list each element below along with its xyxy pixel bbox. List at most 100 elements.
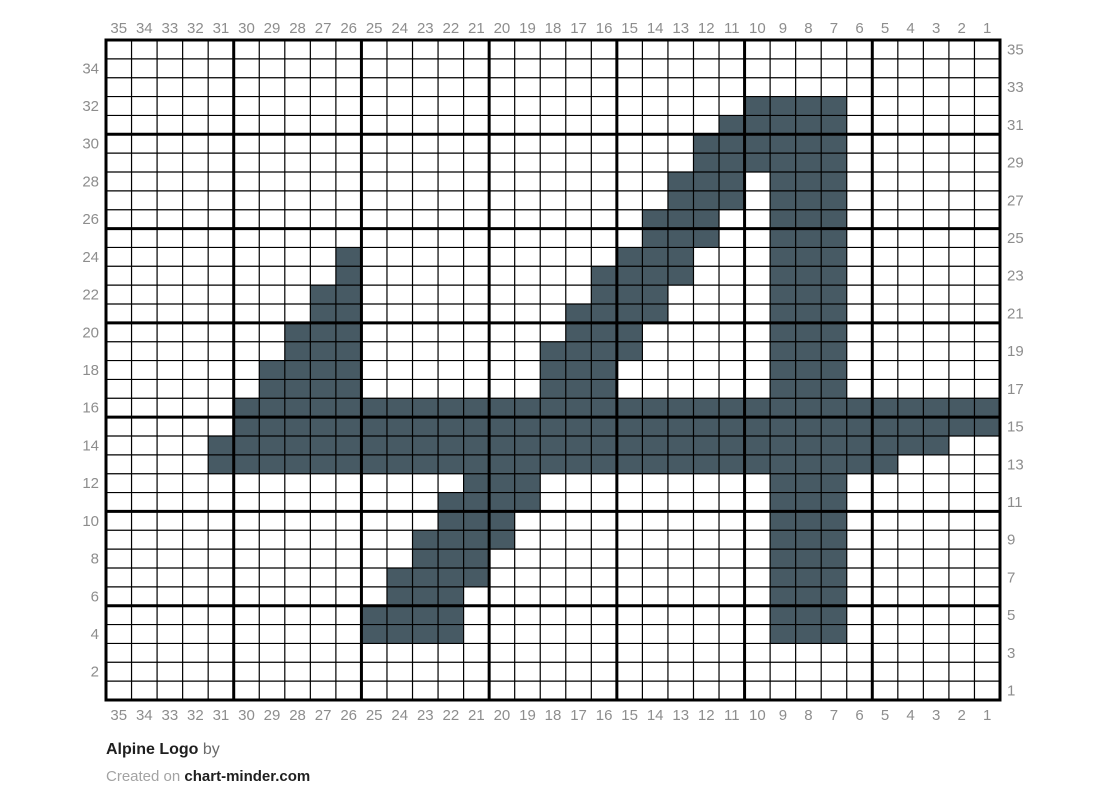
filled-cell-run[interactable] — [438, 511, 515, 531]
col-label-top: 13 — [672, 20, 689, 37]
filled-cell-run[interactable] — [667, 172, 745, 191]
col-label-top: 12 — [698, 20, 715, 37]
filled-cell-run[interactable] — [770, 285, 847, 304]
filled-cell-run[interactable] — [770, 304, 847, 323]
row-label-left: 4 — [91, 626, 99, 643]
col-label-bottom: 32 — [187, 707, 204, 724]
site-name: chart-minder.com — [184, 768, 311, 786]
row-label-right: 17 — [1007, 381, 1024, 398]
filled-cell-run[interactable] — [463, 473, 541, 493]
filled-cell-run[interactable] — [616, 247, 694, 267]
filled-cell-run[interactable] — [412, 549, 490, 568]
filled-cell-run[interactable] — [770, 605, 847, 625]
filled-cell-run[interactable] — [540, 379, 617, 399]
row-label-left: 18 — [82, 362, 99, 379]
row-label-right: 25 — [1007, 230, 1024, 247]
row-label-left: 22 — [82, 287, 99, 304]
row-label-left: 26 — [82, 211, 99, 228]
filled-cell-run[interactable] — [770, 322, 847, 342]
col-label-top: 29 — [264, 20, 281, 37]
col-label-bottom: 26 — [340, 707, 357, 724]
col-label-top: 8 — [804, 20, 812, 37]
row-label-right: 23 — [1007, 268, 1024, 285]
col-label-bottom: 30 — [238, 707, 255, 724]
created-on-line: Created on chart-minder.com — [106, 768, 310, 786]
filled-cell-run[interactable] — [770, 266, 847, 286]
stitch-chart-area: 35 35 34 34 33 33 32 32 31 31 30 30 29 29 28 28 27 27 26 26… — [0, 0, 1109, 737]
filled-cell-run[interactable] — [770, 568, 847, 587]
col-label-bottom: 14 — [647, 707, 664, 724]
filled-cell-run[interactable] — [719, 115, 847, 135]
col-label-bottom: 4 — [906, 707, 914, 724]
filled-cell-run[interactable] — [667, 190, 745, 210]
col-label-top: 11 — [724, 20, 740, 37]
filled-cell-run[interactable] — [770, 247, 847, 267]
filled-cell-run[interactable] — [770, 511, 847, 531]
filled-cell-run[interactable] — [386, 586, 464, 606]
row-label-left: 34 — [82, 60, 99, 77]
stitch-grid-svg[interactable]: 3535343433333232313130302929282827272626… — [0, 0, 1109, 737]
filled-cell-run[interactable] — [770, 586, 847, 606]
filled-cell-run[interactable] — [770, 209, 847, 229]
col-label-bottom: 28 — [289, 707, 306, 724]
col-label-bottom: 33 — [162, 707, 179, 724]
col-label-bottom: 11 — [724, 707, 740, 724]
filled-cell-run[interactable] — [208, 436, 949, 455]
row-label-right: 27 — [1007, 192, 1024, 209]
row-label-left: 6 — [91, 588, 99, 605]
filled-cell-run[interactable] — [770, 492, 847, 512]
filled-cell-run[interactable] — [770, 379, 847, 399]
col-label-top: 18 — [545, 20, 562, 37]
row-label-right: 19 — [1007, 343, 1024, 360]
row-label-left: 20 — [82, 324, 99, 341]
col-label-top: 17 — [570, 20, 587, 37]
col-label-bottom: 25 — [366, 707, 383, 724]
col-label-bottom: 3 — [932, 707, 940, 724]
col-label-bottom: 23 — [417, 707, 434, 724]
filled-cell-run[interactable] — [770, 624, 847, 644]
col-label-top: 15 — [621, 20, 638, 37]
filled-cell-run[interactable] — [284, 322, 362, 342]
filled-cell-run[interactable] — [770, 172, 847, 191]
filled-cell-run[interactable] — [208, 454, 898, 474]
filled-cell-run[interactable] — [540, 360, 617, 380]
row-label-left: 12 — [82, 475, 99, 492]
chart-footer: Alpine Logo by Created on chart-minder.c… — [106, 740, 310, 786]
col-label-top: 16 — [596, 20, 613, 37]
col-label-bottom: 27 — [315, 707, 332, 724]
filled-cell-run[interactable] — [770, 360, 847, 380]
col-label-bottom: 1 — [983, 707, 991, 724]
filled-cell-run[interactable] — [642, 209, 720, 229]
col-label-bottom: 17 — [570, 707, 587, 724]
filled-cell-run[interactable] — [770, 228, 847, 248]
col-label-bottom: 13 — [672, 707, 689, 724]
col-label-bottom: 21 — [468, 707, 485, 724]
col-label-top: 27 — [315, 20, 332, 37]
filled-cell-run[interactable] — [770, 530, 847, 550]
col-label-bottom: 6 — [855, 707, 863, 724]
row-label-left: 24 — [82, 249, 99, 266]
filled-cell-run[interactable] — [335, 266, 362, 286]
filled-cell-run[interactable] — [565, 322, 643, 342]
col-label-bottom: 2 — [958, 707, 966, 724]
col-label-bottom: 22 — [442, 707, 459, 724]
col-label-bottom: 29 — [264, 707, 281, 724]
filled-cell-run[interactable] — [335, 247, 362, 267]
filled-cell-run[interactable] — [770, 341, 847, 361]
filled-cell-run[interactable] — [642, 228, 720, 248]
row-label-left: 8 — [91, 551, 99, 568]
filled-cell-run[interactable] — [284, 341, 362, 361]
row-label-right: 13 — [1007, 456, 1024, 473]
col-label-top: 33 — [162, 20, 179, 37]
row-label-right: 11 — [1007, 494, 1023, 511]
filled-cell-run[interactable] — [591, 285, 668, 304]
col-label-top: 30 — [238, 20, 255, 37]
filled-cell-run[interactable] — [770, 549, 847, 568]
row-label-left: 10 — [82, 513, 99, 530]
filled-cell-run[interactable] — [770, 473, 847, 493]
filled-cell-run[interactable] — [770, 190, 847, 210]
row-label-right: 1 — [1007, 683, 1015, 700]
col-label-top: 35 — [110, 20, 127, 37]
col-label-top: 4 — [906, 20, 914, 37]
col-label-bottom: 12 — [698, 707, 715, 724]
